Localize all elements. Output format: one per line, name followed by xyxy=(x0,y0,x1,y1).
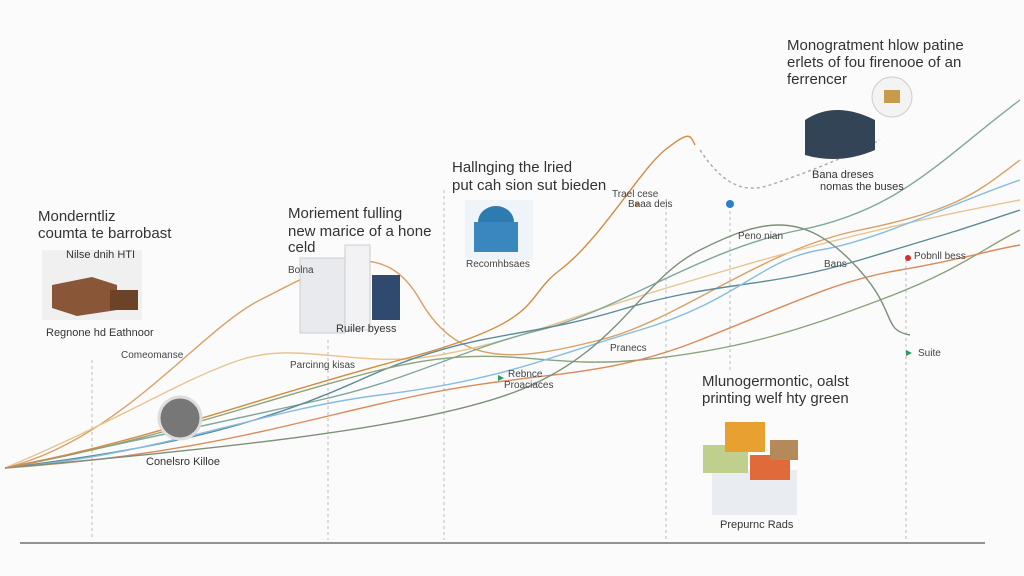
callout: printing welf hty green xyxy=(702,390,849,407)
callout: Prepurnc Rads xyxy=(720,519,794,531)
callout: Pobnll bess xyxy=(914,251,966,262)
callout: Recomhbsaes xyxy=(466,259,530,270)
callout: nomas the buses xyxy=(820,181,904,193)
curve xyxy=(4,224,911,469)
dot xyxy=(726,200,734,208)
callout: Ruiler byess xyxy=(336,323,397,335)
callout: Peno nian xyxy=(738,231,783,242)
dashed-curve xyxy=(699,139,881,189)
callout: Comeomanse xyxy=(121,350,184,361)
curve xyxy=(4,229,1021,469)
callout: coumta te barrobast xyxy=(38,225,172,242)
flag xyxy=(635,202,641,207)
callout: Monderntliz xyxy=(38,208,116,225)
curves xyxy=(4,99,1021,469)
callout: Hallnging the lried xyxy=(452,159,572,176)
building-icon xyxy=(344,244,371,331)
callout: Pranecs xyxy=(610,343,647,354)
curve xyxy=(4,199,1021,469)
flag xyxy=(498,375,504,381)
circle-icon xyxy=(157,395,203,441)
callout: Mlunogermontic, oalst xyxy=(702,373,850,390)
callout: Conelsro Killoe xyxy=(146,456,220,468)
callout: put cah sion sut bieden xyxy=(452,177,606,194)
device-icon xyxy=(478,206,514,222)
curve xyxy=(4,159,1021,469)
callout: Bana dreses xyxy=(812,169,874,181)
device-icon xyxy=(805,110,875,159)
callout: Regnone hd Eathnoor xyxy=(46,327,154,339)
dot xyxy=(905,255,911,261)
callout: Trael cese xyxy=(612,189,659,200)
box-icon xyxy=(110,290,138,310)
curve xyxy=(4,244,1021,469)
package-icon xyxy=(770,440,798,460)
device-icon xyxy=(474,222,518,252)
package-icon xyxy=(725,422,765,452)
labels: Monogratment hlow patine erlets of fou f… xyxy=(38,37,966,531)
icons xyxy=(42,76,913,515)
callout: Moriement fulling xyxy=(288,205,402,222)
building-icon xyxy=(299,257,346,334)
callout: Proaciaces xyxy=(504,380,553,391)
callout: Nilse dnih HTI xyxy=(66,249,135,261)
box-icon xyxy=(52,277,117,316)
flag xyxy=(906,350,912,356)
curve xyxy=(4,99,1021,469)
callout: Baaa deis xyxy=(628,199,672,210)
badge-icon xyxy=(884,90,900,103)
callout: Bolna xyxy=(288,265,314,276)
curve xyxy=(4,179,1021,469)
callout: Parcinng kisas xyxy=(290,360,355,371)
callout: erlets of fou firenooe of an xyxy=(787,54,961,71)
callout: celd xyxy=(288,239,316,256)
building-icon xyxy=(372,275,400,320)
callout: ferrencer xyxy=(787,71,847,88)
callout: Rebnce xyxy=(508,369,543,380)
callout: Monogratment hlow patine xyxy=(787,37,964,54)
callout: Suite xyxy=(918,348,941,359)
callout: Bans xyxy=(824,259,847,270)
callout: new marice of a hone xyxy=(288,223,431,240)
curve xyxy=(4,209,1021,469)
